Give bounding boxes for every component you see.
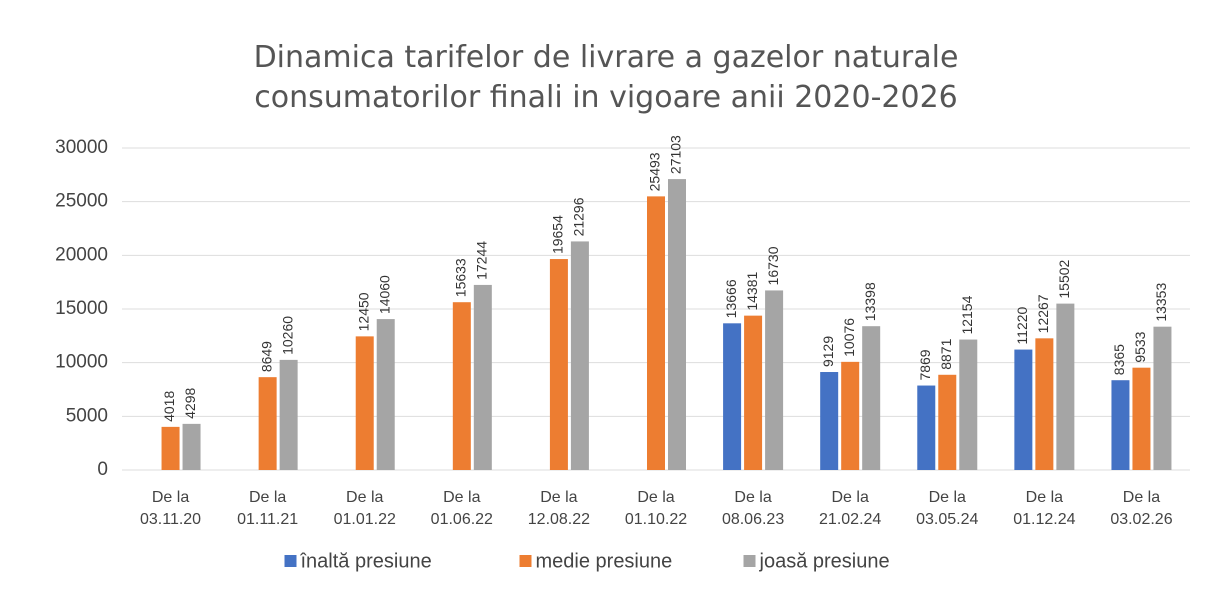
x-tick-label: 01.01.22 bbox=[334, 511, 396, 528]
bar bbox=[1014, 349, 1033, 470]
chart-title: Dinamica tarifelor de livrare a gazelor … bbox=[253, 40, 959, 115]
data-label: 13666 bbox=[723, 279, 739, 318]
x-tick-label: De la bbox=[929, 489, 966, 506]
x-tick-label: De la bbox=[152, 489, 189, 506]
x-tick-label: De la bbox=[734, 489, 771, 506]
x-tick-label: De la bbox=[1026, 489, 1063, 506]
bar bbox=[744, 315, 763, 470]
x-tick-label: 21.02.24 bbox=[819, 511, 881, 528]
data-label: 8649 bbox=[258, 341, 274, 372]
bar bbox=[570, 241, 589, 470]
bar bbox=[355, 336, 374, 470]
bar bbox=[161, 426, 180, 470]
x-tick-label: 03.02.26 bbox=[1110, 511, 1172, 528]
legend-swatch bbox=[284, 555, 297, 567]
data-label: 4298 bbox=[182, 388, 198, 419]
bar bbox=[1056, 303, 1075, 470]
bar bbox=[841, 361, 860, 470]
y-tick-label: 5000 bbox=[66, 405, 108, 426]
data-label: 10076 bbox=[841, 318, 857, 357]
bar bbox=[765, 290, 784, 470]
data-label: 13398 bbox=[862, 282, 878, 321]
bar bbox=[723, 323, 742, 470]
bar bbox=[647, 196, 665, 471]
data-label: 25493 bbox=[647, 152, 663, 191]
x-tick-label: De la bbox=[346, 489, 383, 506]
legend-label: înaltă presiune bbox=[300, 550, 432, 572]
y-tick-label: 30000 bbox=[55, 137, 108, 158]
data-label: 9129 bbox=[820, 336, 836, 367]
data-label: 27103 bbox=[668, 135, 684, 174]
data-label: 12450 bbox=[355, 292, 371, 331]
bar bbox=[1153, 326, 1172, 470]
bar bbox=[668, 179, 686, 470]
x-tick-label: De la bbox=[1123, 489, 1160, 506]
y-tick-label: 0 bbox=[97, 459, 108, 480]
y-tick-label: 25000 bbox=[55, 191, 108, 212]
data-label: 8365 bbox=[1111, 344, 1127, 375]
bar bbox=[182, 423, 201, 470]
x-tick-label: 12.08.22 bbox=[528, 511, 590, 528]
bar bbox=[917, 385, 936, 470]
bar bbox=[959, 339, 978, 470]
data-label: 21296 bbox=[571, 197, 587, 236]
data-label: 14381 bbox=[744, 271, 760, 310]
data-label: 15502 bbox=[1056, 259, 1072, 298]
x-tick-label: De la bbox=[249, 489, 286, 506]
y-tick-label: 10000 bbox=[55, 352, 108, 373]
bar bbox=[473, 284, 492, 470]
x-tick-label: De la bbox=[443, 489, 480, 506]
y-tick-label: 15000 bbox=[55, 298, 108, 319]
bar bbox=[938, 374, 957, 470]
y-tick-label: 20000 bbox=[55, 244, 108, 265]
legend-swatch bbox=[519, 555, 532, 567]
x-tick-label: 03.05.24 bbox=[916, 511, 978, 528]
bar bbox=[549, 259, 568, 470]
data-label: 13353 bbox=[1153, 283, 1169, 322]
data-label: 16730 bbox=[765, 246, 781, 285]
bar bbox=[452, 302, 471, 470]
x-tick-label: 01.12.24 bbox=[1013, 511, 1075, 528]
data-label: 12154 bbox=[959, 295, 975, 334]
data-label: 12267 bbox=[1035, 294, 1051, 333]
data-label: 10260 bbox=[279, 316, 295, 355]
legend-swatch bbox=[743, 555, 756, 567]
data-label: 7869 bbox=[917, 349, 933, 380]
x-tick-label: 01.11.21 bbox=[237, 511, 298, 528]
x-tick-label: 01.06.22 bbox=[431, 511, 493, 528]
data-label: 17244 bbox=[474, 241, 490, 280]
x-tick-label: 08.06.23 bbox=[722, 511, 784, 528]
x-tick-label: De la bbox=[832, 489, 869, 506]
x-tick-label: De la bbox=[637, 489, 674, 506]
bar bbox=[1132, 367, 1151, 470]
bar bbox=[820, 372, 839, 470]
data-label: 14060 bbox=[376, 275, 392, 314]
bar bbox=[376, 319, 395, 470]
data-label: 19654 bbox=[550, 215, 566, 254]
bar bbox=[258, 377, 277, 470]
legend-label: joasă presiune bbox=[759, 550, 890, 572]
data-label: 9533 bbox=[1132, 331, 1148, 362]
data-label: 11220 bbox=[1014, 306, 1030, 344]
bar bbox=[1035, 338, 1054, 470]
bar bbox=[862, 326, 881, 470]
bar bbox=[279, 359, 298, 470]
data-label: 4018 bbox=[161, 391, 177, 422]
legend-label: medie presiune bbox=[536, 550, 673, 572]
data-label: 8871 bbox=[938, 338, 954, 369]
data-label: 15633 bbox=[453, 258, 469, 297]
x-tick-label: De la bbox=[540, 489, 577, 506]
x-tick-label: 03.11.20 bbox=[140, 511, 201, 528]
bar bbox=[1111, 380, 1130, 470]
x-tick-label: 01.10.22 bbox=[625, 511, 687, 528]
